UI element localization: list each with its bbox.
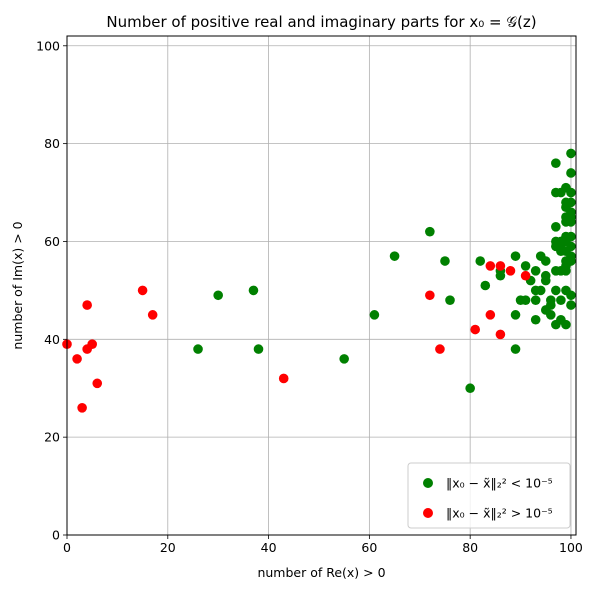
- scatter-point-converged: [566, 217, 576, 227]
- scatter-point-not-converged: [505, 266, 516, 276]
- y-tick-label: 40: [44, 332, 60, 347]
- x-tick-label: 60: [361, 540, 377, 555]
- y-tick-label: 80: [44, 136, 60, 151]
- scatter-point-converged: [520, 295, 531, 305]
- scatter-point-not-converged: [435, 344, 445, 354]
- legend-label-converged: ‖x₀ − x̃‖₂² < 10⁻⁵: [446, 476, 553, 491]
- scatter-point-converged: [551, 158, 561, 168]
- scatter-point-converged: [546, 300, 556, 310]
- scatter-point-not-converged: [72, 354, 82, 364]
- scatter-point-converged: [475, 256, 486, 266]
- y-tick-label: 20: [44, 430, 60, 445]
- x-tick-label: 100: [559, 540, 583, 555]
- scatter-point-converged: [369, 310, 380, 320]
- y-tick-label: 0: [52, 528, 60, 543]
- scatter-point-converged: [566, 187, 576, 198]
- y-axis-ticks: 0 20 40 60 80 100: [36, 38, 67, 543]
- scatter-point-converged: [540, 275, 551, 286]
- scatter-point-converged: [566, 300, 576, 310]
- scatter-point-converged: [248, 285, 259, 296]
- scatter-point-converged: [551, 221, 561, 232]
- scatter-point-converged: [566, 231, 576, 242]
- y-tick-label: 100: [36, 38, 60, 53]
- scatter-point-converged: [213, 290, 223, 301]
- scatter-point-not-converged: [470, 324, 481, 335]
- scatter-point-converged: [510, 310, 521, 320]
- scatter-point-not-converged: [278, 373, 289, 384]
- scatter-point-not-converged: [147, 310, 158, 320]
- scatter-point-not-converged: [425, 290, 435, 301]
- plot-area-frame: [66, 35, 577, 536]
- x-tick-label: 0: [63, 540, 71, 555]
- legend: ‖x₀ − x̃‖₂² < 10⁻⁵ ‖x₀ − x̃‖₂² > 10⁻⁵: [407, 462, 571, 529]
- scatter-point-converged: [551, 285, 561, 296]
- scatter-point-converged: [510, 344, 521, 354]
- scatter-point-converged: [339, 354, 349, 364]
- x-axis-ticks: 0 20 40 60 80 100: [63, 535, 583, 555]
- scatter-point-converged: [465, 383, 475, 394]
- data-points: [62, 148, 576, 413]
- scatter-point-converged: [520, 261, 531, 271]
- scatter-point-converged: [530, 266, 541, 276]
- y-tick-label: 60: [44, 234, 60, 249]
- legend-marker-converged: [423, 478, 433, 488]
- scatter-point-converged: [566, 241, 576, 252]
- chart-title: Number of positive real and imaginary pa…: [106, 13, 536, 31]
- scatter-point-not-converged: [485, 261, 496, 271]
- scatter-point-not-converged: [137, 285, 148, 296]
- scatter-point-converged: [510, 251, 521, 261]
- scatter-point-converged: [535, 285, 546, 296]
- scatter-point-not-converged: [92, 378, 103, 389]
- y-axis-label: number of Im(x) > 0: [10, 221, 25, 349]
- scatter-point-converged: [566, 197, 576, 208]
- x-tick-label: 20: [160, 540, 176, 555]
- x-axis-label: number of Re(x) > 0: [257, 565, 385, 580]
- scatter-point-converged: [561, 266, 571, 276]
- legend-label-not-converged: ‖x₀ − x̃‖₂² > 10⁻⁵: [446, 506, 553, 521]
- scatter-point-converged: [566, 256, 576, 266]
- scatter-point-converged: [193, 344, 203, 354]
- scatter-point-converged: [253, 344, 264, 354]
- scatter-point-not-converged: [485, 310, 496, 320]
- scatter-point-not-converged: [495, 261, 506, 271]
- x-tick-label: 40: [261, 540, 277, 555]
- scatter-point-not-converged: [77, 403, 87, 413]
- scatter-point-converged: [389, 251, 400, 261]
- scatter-point-converged: [566, 148, 576, 159]
- scatter-point-not-converged: [87, 339, 97, 350]
- scatter-point-not-converged: [82, 300, 92, 310]
- scatter-point-converged: [540, 256, 551, 266]
- legend-marker-not-converged: [423, 508, 433, 518]
- scatter-point-converged: [530, 314, 541, 325]
- scatter-point-converged: [546, 310, 556, 320]
- scatter-point-converged: [556, 295, 566, 305]
- scatter-point-converged: [566, 168, 576, 178]
- scatter-point-not-converged: [520, 270, 531, 281]
- grid-lines: [66, 36, 576, 536]
- legend-box: [407, 462, 571, 529]
- scatter-point-converged: [530, 295, 541, 305]
- scatter-point-converged: [566, 290, 576, 301]
- scatter-point-converged: [425, 226, 435, 237]
- scatter-point-converged: [445, 295, 455, 305]
- x-tick-label: 80: [462, 540, 478, 555]
- scatter-point-converged: [480, 280, 491, 291]
- scatter-point-converged: [440, 256, 450, 266]
- scatter-point-not-converged: [495, 329, 506, 340]
- scatter-point-converged: [561, 319, 571, 330]
